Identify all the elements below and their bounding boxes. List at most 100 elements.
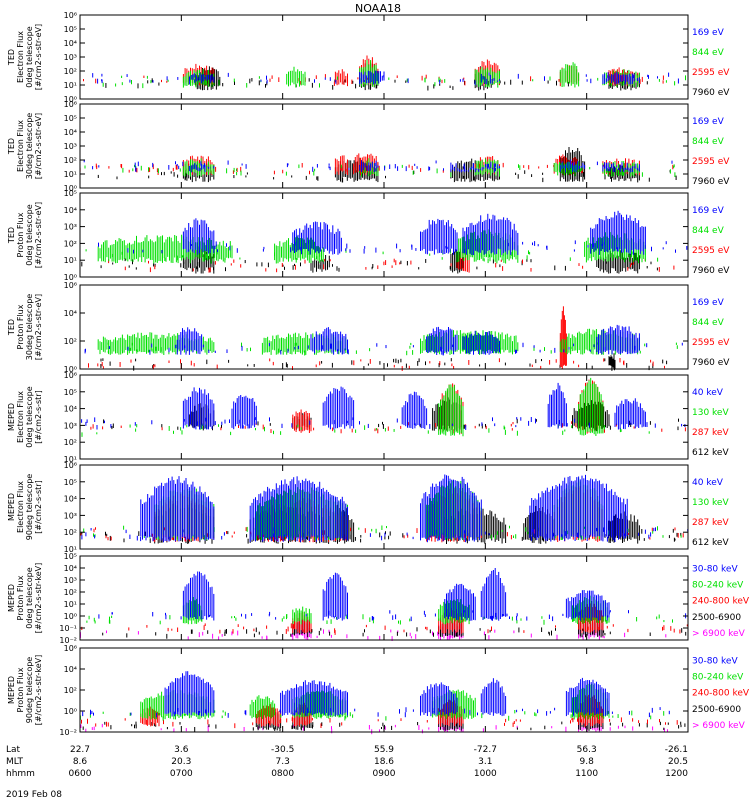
ephemeris-label: Lat — [6, 745, 21, 755]
series-blue — [92, 70, 679, 86]
ephemeris-value: 1100 — [575, 769, 598, 779]
y-axis-label: TED — [7, 319, 16, 336]
y-axis-label: [#/cm2-s-str-eV] — [34, 294, 43, 360]
panel-frame — [79, 284, 689, 370]
series-black — [81, 246, 658, 274]
y-axis-label: Electron Flux — [16, 31, 25, 83]
series-blue — [81, 474, 689, 543]
legend-entry: 80-240 keV — [692, 581, 744, 591]
y-tick-label: 10² — [64, 528, 77, 537]
series-green — [81, 377, 650, 437]
legend-entry: 2595 eV — [692, 338, 730, 348]
y-tick-label: 10³ — [64, 576, 77, 585]
series-blue — [79, 568, 687, 622]
legend-entry: 169 eV — [692, 298, 725, 308]
date-label: 2019 Feb 08 — [6, 790, 62, 800]
y-tick-label: 10³ — [64, 421, 77, 430]
legend-entry: 612 keV — [692, 538, 729, 548]
ephemeris-value: -30.5 — [271, 745, 294, 755]
ephemeris-value: 18.6 — [374, 757, 394, 767]
y-axis-label: 0deg telescope — [25, 567, 34, 628]
y-tick-label: 10⁶ — [64, 371, 77, 380]
y-tick-label: 10⁻² — [59, 728, 77, 737]
figure-title: NOAA18 — [355, 2, 401, 15]
ephemeris-value: 55.9 — [374, 745, 394, 755]
ephemeris-value: 20.3 — [171, 757, 191, 767]
y-tick-label: 10¹ — [64, 545, 77, 554]
legend-entry: 844 eV — [692, 137, 725, 147]
y-tick-label: 10² — [64, 239, 77, 248]
legend-entry: 7960 eV — [692, 358, 730, 368]
y-axis-label: [#/cm2-s-str] — [34, 480, 43, 533]
y-axis-label: 0deg telescope — [25, 26, 34, 87]
y-tick-label: 10³ — [64, 223, 77, 232]
legend-entry: 30-80 keV — [692, 564, 738, 574]
y-tick-label: 10⁶ — [64, 644, 77, 653]
y-tick-label: 10⁶ — [64, 11, 77, 20]
ephemeris-value: 9.8 — [580, 757, 595, 767]
legend-entry: 844 eV — [692, 48, 725, 58]
y-axis-label: Proton Flux — [16, 304, 25, 349]
y-tick-label: 10¹ — [64, 81, 77, 90]
y-tick-label: 10⁵ — [64, 25, 77, 34]
y-axis-label: 90deg telescope — [25, 657, 34, 724]
y-tick-label: 10⁶ — [64, 100, 77, 109]
ephemeris-label: hhmm — [6, 769, 35, 779]
y-tick-label: 10⁵ — [64, 114, 77, 123]
y-axis-label: [#/cm2-s-str-eV] — [34, 113, 43, 179]
series-green — [79, 683, 665, 721]
legend-entry: 844 eV — [692, 318, 725, 328]
panel-8-data — [79, 671, 686, 735]
y-tick-label: 10⁶ — [64, 281, 77, 290]
y-axis-label: TED — [7, 227, 16, 244]
ephemeris-value: 1000 — [474, 769, 497, 779]
legend-entry: 169 eV — [692, 28, 725, 38]
y-tick-label: 10¹ — [64, 600, 77, 609]
y-tick-label: 10⁴ — [64, 495, 77, 504]
y-tick-label: 10⁶ — [64, 461, 77, 470]
panel-5: 10¹ 10² 10³ 10⁴ 10⁵ 10⁶ MEPED Electron Flux 0deg… — [7, 371, 729, 464]
panel-7: 10⁻² 10⁻¹ 10⁰ 10¹ 10² 10³ 10⁴ 10⁵ MEPED Proton Fl… — [7, 552, 750, 645]
panel-2: 10⁰ 10¹ 10² 10³ 10⁴ 10⁵ 10⁶ TED Electron Flux 30d… — [7, 100, 730, 193]
ephemeris-value: 3.6 — [174, 745, 189, 755]
y-tick-label: 10¹ — [64, 170, 77, 179]
y-axis-label: TED — [7, 49, 16, 66]
series-green — [84, 158, 676, 177]
y-axis-label: Proton Flux — [16, 212, 25, 257]
series-blue — [81, 382, 686, 430]
y-tick-label: 10¹ — [64, 256, 77, 265]
legend-entry: 287 keV — [692, 518, 729, 528]
y-tick-label: 10³ — [64, 142, 77, 151]
legend-entry: 612 keV — [692, 448, 729, 458]
y-tick-label: 10⁴ — [64, 128, 77, 137]
legend-entry: 40 keV — [692, 478, 724, 488]
legend-entry: 169 eV — [692, 117, 725, 127]
legend-entry: 287 keV — [692, 428, 729, 438]
series-blue — [84, 324, 683, 356]
y-tick-label: 10⁰ — [64, 365, 77, 374]
legend-entry: 130 keV — [692, 408, 729, 418]
y-tick-label: 10² — [64, 438, 77, 447]
y-tick-label: 10² — [64, 686, 77, 695]
y-axis-label: MEPED — [7, 676, 16, 704]
y-axis-label: [#/cm2-s-str-keV] — [34, 655, 43, 726]
y-tick-label: 10⁰ — [64, 612, 77, 621]
panel-6: 10¹ 10² 10³ 10⁴ 10⁵ 10⁶ MEPED Electron Flux 90de… — [7, 461, 729, 554]
legend-entry: 30-80 keV — [692, 656, 738, 666]
y-axis-label: Electron Flux — [16, 481, 25, 533]
y-axis-label: 0deg telescope — [25, 386, 34, 447]
y-axis-label: [#/cm2-s-str-eV] — [34, 24, 43, 90]
panel-frame — [79, 464, 689, 550]
legend-entry: 2595 eV — [692, 68, 730, 78]
ephemeris-value: -26.1 — [665, 745, 688, 755]
ephemeris-value: 0800 — [271, 769, 294, 779]
ephemeris-value: 0600 — [69, 769, 92, 779]
y-axis-label: [#/cm2-s-str-eV] — [34, 202, 43, 268]
panel-3-data — [81, 210, 688, 274]
panel-2-data — [79, 147, 677, 183]
y-tick-label: 10⁵ — [64, 388, 77, 397]
legend-entry: 80-240 keV — [692, 673, 744, 683]
panel-8: 10⁻² 10⁰ 10² 10⁴ 10⁶ MEPED Proton Flux 90deg te… — [7, 644, 750, 737]
y-axis-label: 30deg telescope — [25, 113, 34, 180]
